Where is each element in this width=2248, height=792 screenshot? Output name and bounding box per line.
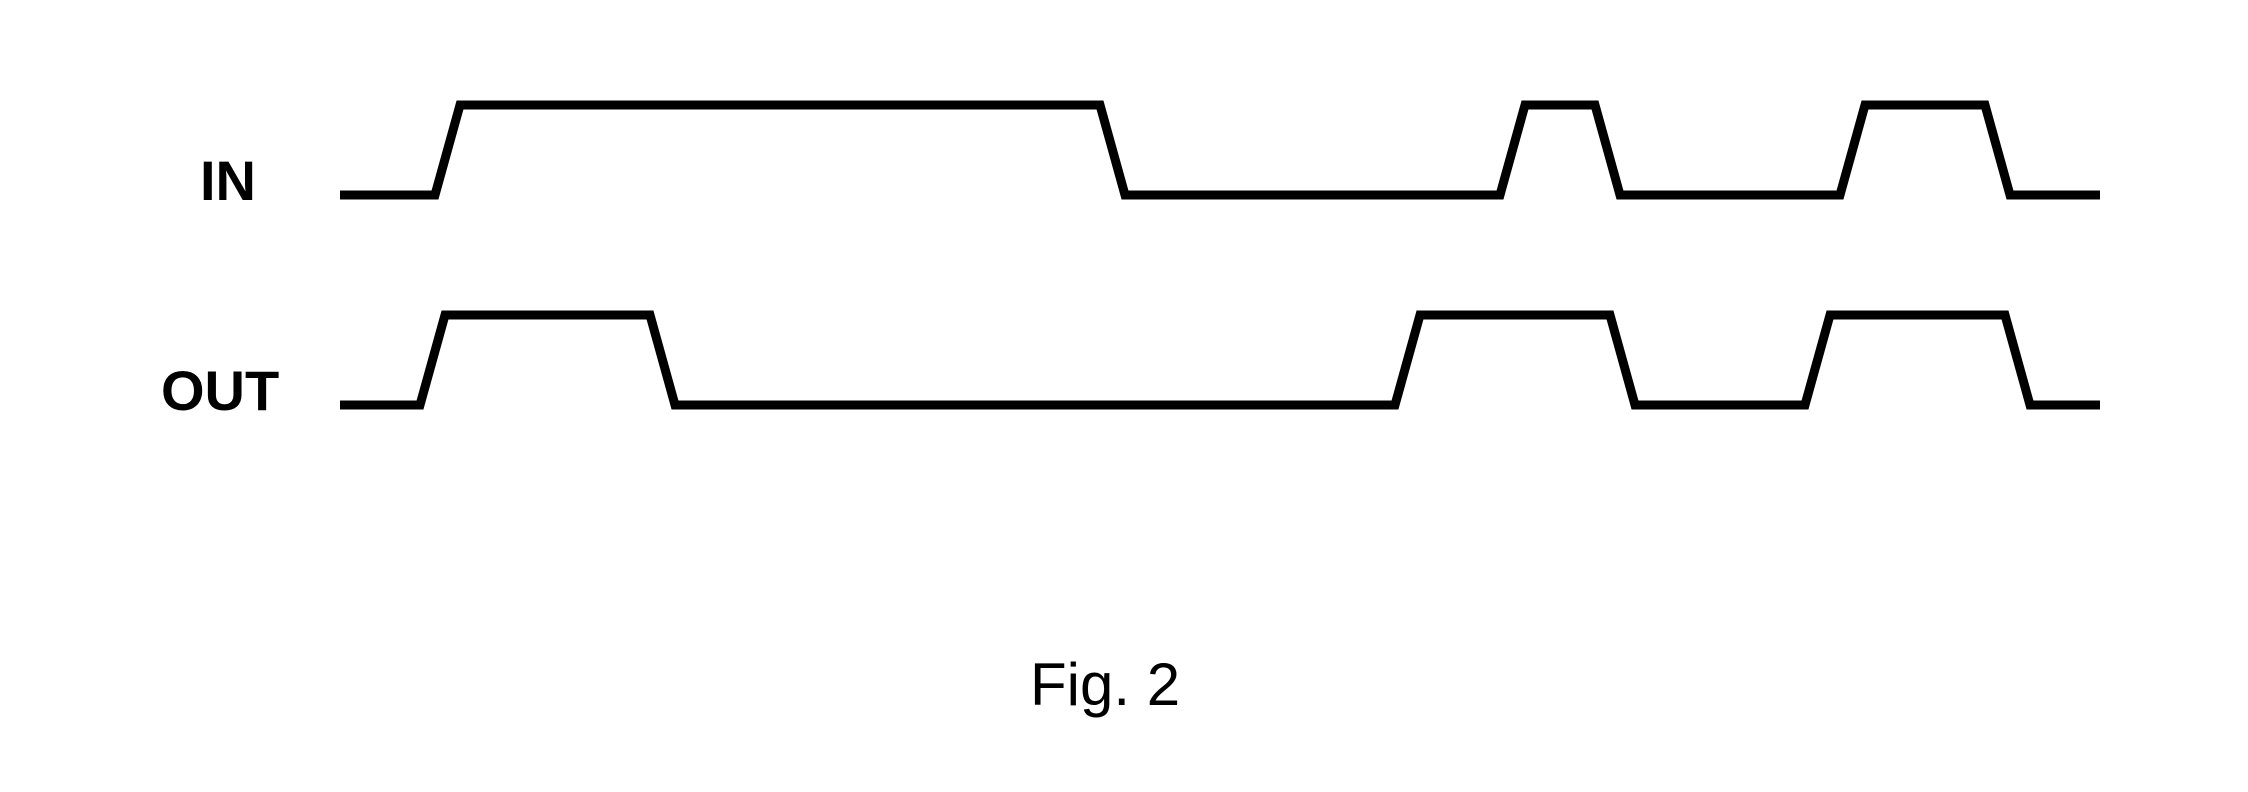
timing-diagram: IN OUT Fig. 2 xyxy=(0,0,2248,792)
waveform-out xyxy=(0,0,2248,792)
